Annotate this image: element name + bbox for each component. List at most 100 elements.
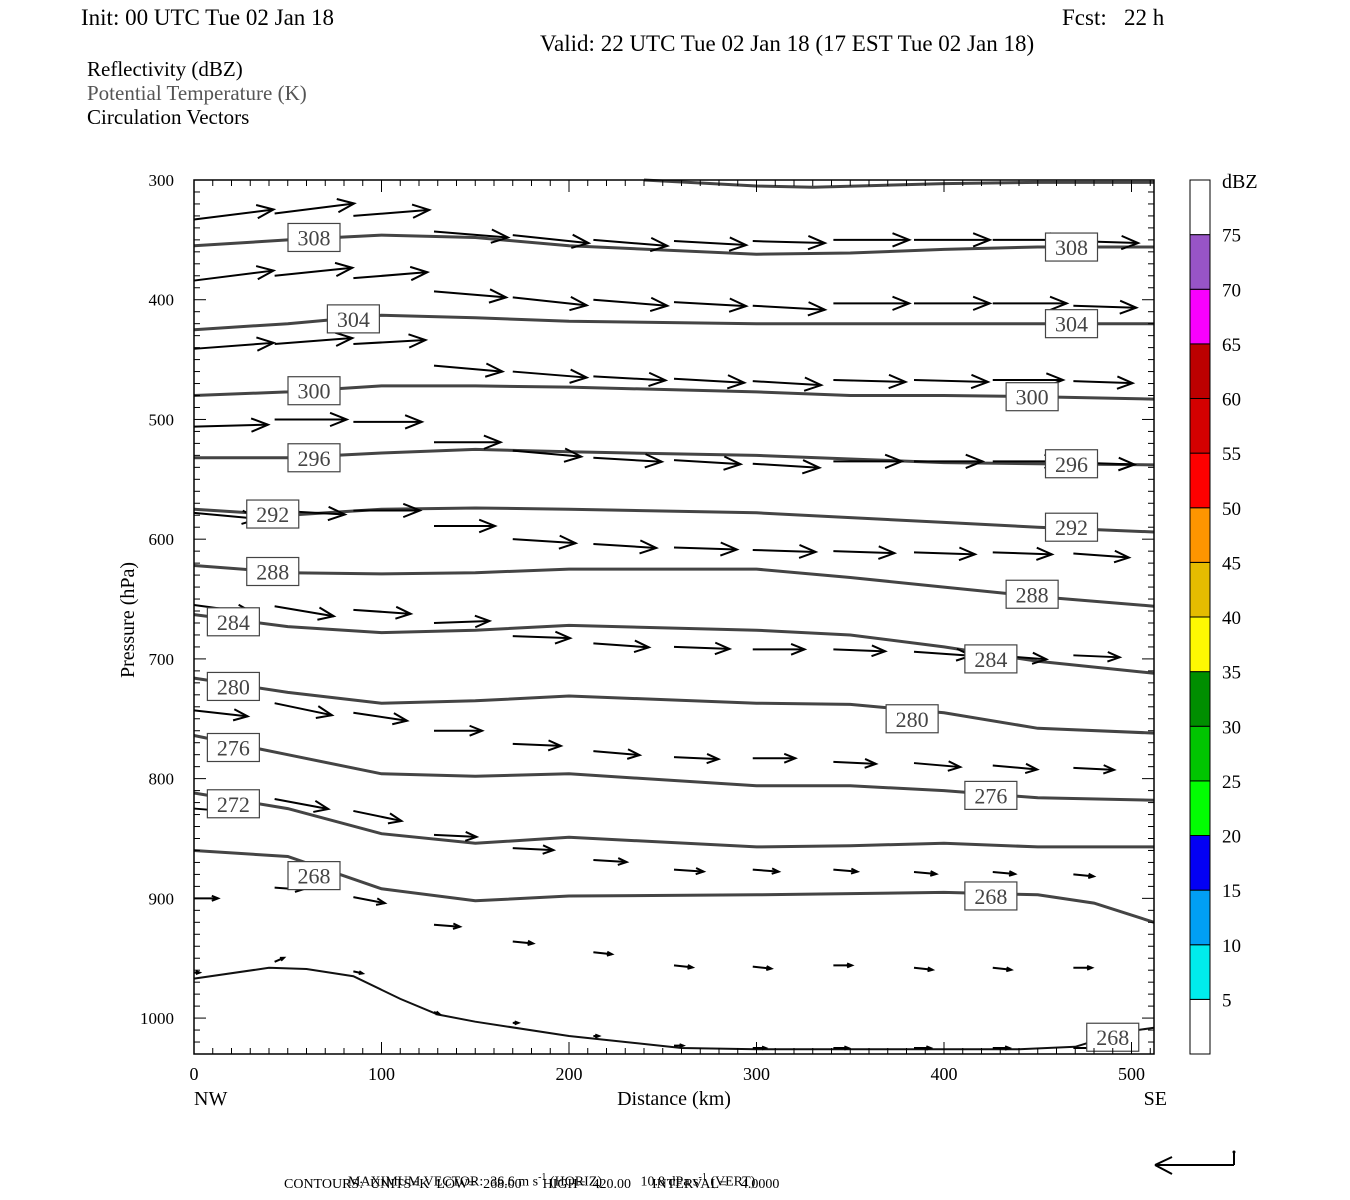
wind-vector [673, 964, 696, 970]
colorbar-level-label: 15 [1222, 881, 1241, 902]
contour-label-text: 284 [217, 610, 250, 635]
vector-head [435, 1010, 443, 1016]
contour-label-box [1005, 382, 1059, 412]
wind-vector [512, 1020, 521, 1026]
contour-label-text: 280 [217, 674, 250, 699]
y-tick-label: 400 [149, 291, 175, 310]
vector-shaft [353, 339, 426, 346]
vector-shaft [193, 208, 274, 221]
contour-label-text: 272 [217, 792, 250, 817]
field-reflectivity: Reflectivity (dBZ) [87, 57, 243, 81]
wind-vector [274, 605, 337, 621]
contour-label: 276 [964, 780, 1018, 810]
colorbar-level-label: 45 [1222, 553, 1241, 574]
wind-vector [274, 261, 356, 278]
wind-vector [434, 724, 485, 737]
vector-head [1107, 651, 1123, 663]
contour-label-text: 268 [1096, 1025, 1129, 1050]
vector-head [1118, 456, 1138, 472]
vector-head [1036, 546, 1055, 561]
contour-label: 292 [246, 499, 300, 529]
vector-shaft [433, 290, 507, 299]
contour-label: 300 [287, 376, 341, 406]
x-end-label-se: SE [1144, 1088, 1167, 1110]
vector-shaft [1073, 380, 1133, 385]
field-circulation-vectors: Circulation Vectors [87, 105, 250, 129]
wind-vector [833, 453, 905, 469]
vector-head [633, 639, 652, 654]
colorbar-level-label: 65 [1222, 335, 1241, 356]
vector-head [892, 232, 912, 248]
wind-vector [673, 297, 749, 313]
wind-vector [593, 371, 669, 388]
vector-shaft [992, 764, 1038, 771]
colorbar-segment [1189, 452, 1211, 509]
vert-max: 10.8 dPa s [640, 1174, 699, 1190]
wind-vector [833, 545, 898, 560]
vector-head [728, 297, 749, 313]
circulation-vectors [193, 198, 1141, 1051]
vector-shaft [673, 756, 719, 761]
wind-vector [274, 411, 350, 428]
vector-head [972, 295, 993, 311]
colorbar-level-label: 50 [1222, 499, 1241, 520]
contour-label-box [246, 499, 300, 529]
vector-head [1102, 764, 1117, 775]
vector-head [279, 956, 287, 962]
vector-head [569, 368, 590, 384]
vector-head [807, 301, 828, 317]
colorbar-level-label: 70 [1222, 280, 1241, 301]
vector-shaft [673, 868, 704, 873]
vector-head [801, 459, 823, 475]
wind-vector [914, 1045, 934, 1051]
vector-head [255, 204, 277, 220]
x-tick-label: 300 [743, 1064, 770, 1084]
vector-head [649, 236, 671, 253]
wind-vector [433, 614, 493, 629]
wind-vector [752, 1045, 769, 1051]
vector-head [639, 539, 659, 555]
contour-label-text: 300 [298, 379, 331, 404]
contour-label: 268 [1086, 1022, 1140, 1052]
colorbar-segment [1189, 671, 1211, 727]
wind-vector [593, 639, 652, 654]
vector-head [336, 198, 357, 214]
vector-head [892, 295, 912, 311]
vector-head [648, 371, 669, 388]
wind-vector [833, 962, 855, 969]
wind-vector [193, 204, 277, 221]
vector-shaft [673, 377, 745, 384]
vector-head [387, 812, 405, 825]
wind-vector [593, 236, 671, 253]
vector-head [474, 614, 493, 629]
vector-head [617, 857, 630, 866]
vector-shaft [752, 965, 772, 970]
vector-head [514, 1020, 521, 1026]
vector-shaft [353, 271, 428, 280]
wind-vector [1073, 872, 1097, 879]
x-tick-label: 500 [1118, 1064, 1145, 1084]
vector-head [1113, 549, 1132, 564]
wind-vector [913, 546, 978, 562]
colorbar-segment [1189, 234, 1211, 290]
wind-vector [992, 1045, 1013, 1051]
wind-vector [674, 1043, 686, 1049]
colorbar-segment [1189, 835, 1211, 891]
wind-vector [512, 939, 536, 947]
vector-head [554, 630, 573, 645]
wind-vector [274, 956, 287, 963]
y-tick-label: 600 [149, 530, 175, 549]
vector-shaft [274, 702, 333, 717]
vector-head [375, 897, 388, 906]
wind-vector [913, 373, 991, 390]
contour-label: 268 [287, 861, 341, 891]
vector-head [771, 867, 782, 875]
vector-shaft [673, 240, 747, 247]
wind-vector [752, 235, 828, 251]
vector-head [408, 333, 429, 349]
vector-head [644, 453, 665, 469]
forecast-hour: Fcst: 22 h [1062, 5, 1165, 30]
contour-label-box [206, 607, 260, 637]
y-tick-label: 500 [149, 410, 175, 429]
horiz-unit: (HORIZ) [549, 1174, 603, 1190]
